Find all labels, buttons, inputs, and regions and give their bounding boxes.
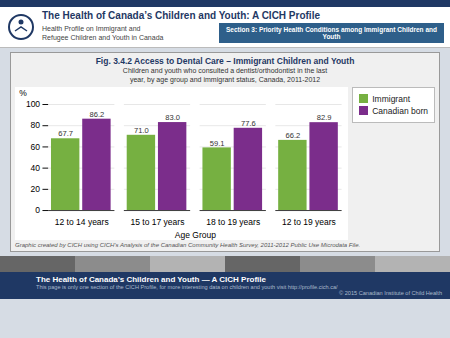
- html-text:© 2015 Canadian Institute of C: © 2015 Canadian Institute of Child Healt…: [339, 289, 442, 296]
- html-text:The Health of Canada’s Childre: The Health of Canada’s Children and Yout…: [42, 10, 320, 21]
- svg-text:12 to 19 years: 12 to 19 years: [282, 217, 336, 227]
- svg-text:82.9: 82.9: [317, 113, 332, 122]
- svg-text:66.2: 66.2: [285, 131, 300, 140]
- svg-text:0: 0: [35, 205, 40, 215]
- html-text:Fig. 3.4.2 Access to Dental Ca: Fig. 3.4.2 Access to Dental Care – Immig…: [95, 56, 355, 66]
- html-text:Immigrant: Immigrant: [372, 93, 410, 104]
- svg-text:67.7: 67.7: [58, 129, 73, 138]
- svg-text:77.6: 77.6: [241, 118, 256, 127]
- svg-text:15 to 17 years: 15 to 17 years: [131, 217, 185, 227]
- html-text:Children and youth who consult: Children and youth who consulted a denti…: [122, 67, 328, 83]
- html-text:The Health of Canada’s Childre: The Health of Canada’s Children and Yout…: [36, 274, 266, 284]
- svg-text:100: 100: [26, 99, 40, 109]
- svg-text:71.0: 71.0: [134, 125, 149, 134]
- html-text:Canadian born: Canadian born: [372, 105, 428, 116]
- svg-text:86.2: 86.2: [90, 109, 105, 118]
- svg-text:%: %: [19, 88, 27, 98]
- svg-text:60: 60: [31, 141, 41, 151]
- svg-text:59.1: 59.1: [210, 138, 225, 147]
- html-text:This page is only one section: This page is only one section of the CIC…: [36, 283, 338, 290]
- svg-text:40: 40: [31, 162, 41, 172]
- svg-text:12 to 14 years: 12 to 14 years: [55, 217, 109, 227]
- svg-text:20: 20: [31, 184, 41, 194]
- svg-text:18 to 19 years: 18 to 19 years: [206, 217, 260, 227]
- svg-text:Age Group: Age Group: [175, 229, 216, 239]
- svg-text:80: 80: [31, 120, 41, 130]
- html-text:Health Profile on Immigrant an: Health Profile on Immigrant and Refugee …: [42, 24, 164, 41]
- html-text:Graphic created by CICH using: Graphic created by CICH using CICH's Ana…: [15, 241, 361, 248]
- html-text:Section 3: Priority Health Con: Section 3: Priority Health Conditions am…: [226, 26, 437, 40]
- svg-text:83.0: 83.0: [165, 113, 180, 122]
